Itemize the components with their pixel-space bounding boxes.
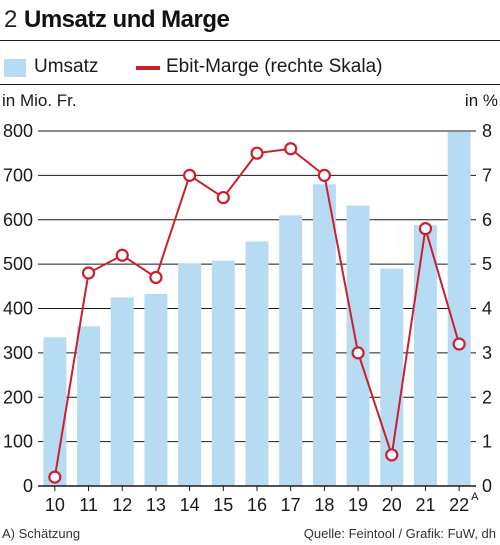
y-left-tick-label: 700 bbox=[3, 165, 33, 185]
legend-line-swatch bbox=[136, 66, 160, 70]
y-left-tick-label: 400 bbox=[3, 299, 33, 319]
y-left-tick-label: 300 bbox=[3, 343, 33, 363]
point-ebit-marge bbox=[216, 190, 230, 205]
bar-umsatz bbox=[346, 205, 370, 487]
bar-umsatz bbox=[245, 241, 269, 486]
bar-umsatz bbox=[312, 184, 336, 486]
legend-rule bbox=[0, 84, 500, 85]
source-credit: Quelle: Feintool / Grafik: FuW, dh bbox=[303, 526, 496, 541]
chart-number: 2 bbox=[4, 6, 18, 33]
x-tick-label: 10 bbox=[45, 495, 65, 515]
y-right-tick-label: 2 bbox=[482, 387, 492, 407]
x-tick-label: 20 bbox=[382, 495, 402, 515]
x-tick-label: 15 bbox=[213, 495, 233, 515]
x-tick-label: 12 bbox=[112, 495, 132, 515]
legend: Umsatz Ebit-Marge (rechte Skala) bbox=[0, 54, 500, 82]
x-tick-label: 21 bbox=[415, 495, 435, 515]
bar-umsatz bbox=[43, 337, 67, 486]
title-rule bbox=[0, 40, 500, 41]
point-ebit-marge bbox=[81, 266, 96, 280]
bar-umsatz bbox=[77, 326, 101, 486]
point-ebit-marge bbox=[250, 146, 264, 160]
y-left-tick-label: 500 bbox=[3, 254, 33, 274]
legend-label-ebit: Ebit-Marge (rechte Skala) bbox=[166, 56, 383, 77]
y-right-tick-label: 1 bbox=[482, 432, 492, 452]
x-tick-label: 11 bbox=[79, 495, 98, 515]
y-left-tick-label: 800 bbox=[3, 121, 33, 141]
y-right-tick-label: 5 bbox=[482, 254, 492, 274]
bar-umsatz bbox=[413, 225, 437, 486]
y-left-tick-label: 200 bbox=[3, 387, 33, 407]
x-tick-superscript: A bbox=[471, 491, 479, 503]
y-right-tick-label: 8 bbox=[482, 121, 492, 141]
point-ebit-marge bbox=[48, 470, 62, 484]
x-tick-label: 16 bbox=[247, 495, 267, 515]
bar-umsatz bbox=[447, 131, 471, 486]
point-ebit-marge bbox=[149, 270, 163, 285]
x-tick-label: 14 bbox=[180, 495, 200, 515]
x-tick-label: 17 bbox=[281, 495, 301, 515]
bar-umsatz bbox=[178, 263, 202, 486]
point-ebit-marge bbox=[317, 168, 331, 182]
bar-umsatz bbox=[110, 297, 134, 486]
bar-umsatz bbox=[380, 268, 404, 486]
point-ebit-marge bbox=[183, 168, 197, 182]
y-left-tick-label: 100 bbox=[3, 432, 33, 452]
x-tick-label: 13 bbox=[146, 495, 166, 515]
legend-label-umsatz: Umsatz bbox=[34, 56, 99, 77]
y-right-tick-label: 4 bbox=[482, 299, 492, 319]
y-right-tick-label: 0 bbox=[482, 476, 492, 496]
point-ebit-marge bbox=[418, 222, 433, 236]
chart-header: 2 Umsatz und Marge bbox=[0, 4, 500, 34]
y-left-tick-label: 600 bbox=[3, 210, 33, 230]
bar-umsatz bbox=[279, 215, 303, 486]
legend-bar-swatch bbox=[4, 59, 26, 77]
right-axis-title: in % bbox=[465, 91, 498, 110]
left-axis-title: in Mio. Fr. bbox=[2, 91, 77, 110]
footnote: A) Schätzung bbox=[2, 526, 81, 541]
y-right-tick-label: 6 bbox=[482, 210, 492, 230]
point-ebit-marge bbox=[284, 142, 298, 156]
x-tick-label: 19 bbox=[348, 495, 368, 515]
chart-title: Umsatz und Marge bbox=[24, 6, 230, 33]
point-ebit-marge bbox=[452, 337, 466, 351]
bar-umsatz bbox=[211, 260, 235, 486]
x-tick-label: 18 bbox=[314, 495, 334, 515]
y-right-tick-label: 7 bbox=[482, 165, 492, 185]
point-ebit-marge bbox=[385, 448, 399, 462]
point-ebit-marge bbox=[115, 248, 129, 262]
y-left-tick-label: 0 bbox=[23, 476, 33, 496]
y-right-tick-label: 3 bbox=[482, 343, 492, 363]
point-ebit-marge bbox=[351, 346, 365, 360]
x-tick-label: 22 bbox=[449, 495, 469, 515]
bar-umsatz bbox=[144, 293, 168, 486]
